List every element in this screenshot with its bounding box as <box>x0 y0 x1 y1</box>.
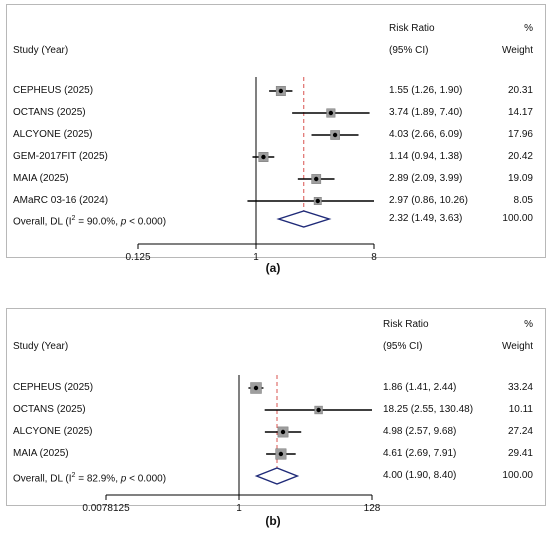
point-estimate <box>315 198 320 204</box>
header-study-year: Study (Year) <box>13 45 69 56</box>
study-weight: 33.24 <box>507 382 533 393</box>
caption-b: (b) <box>265 514 281 528</box>
study-weight: 10.11 <box>508 404 533 415</box>
study-label: CEPHEUS (2025) <box>13 85 94 96</box>
header-risk-ratio: Risk Ratio <box>389 23 435 34</box>
study-label: OCTANS (2025) <box>13 404 86 415</box>
overall-weight: 100.00 <box>502 213 533 224</box>
forest-plot-a: Risk Ratio (95% CI) % Weight Study (Year… <box>6 4 546 263</box>
study-label: OCTANS (2025) <box>13 107 86 118</box>
overall-ci-text: 2.32 (1.49, 3.63) <box>389 213 463 224</box>
x-tick-label: 128 <box>363 503 381 514</box>
x-tick-label: 1 <box>236 503 242 514</box>
study-ci-text: 4.98 (2.57, 9.68) <box>383 426 457 437</box>
study-weight: 29.41 <box>507 448 533 459</box>
forest-plot-b: Risk Ratio (95% CI) % Weight Study (Year… <box>6 308 546 514</box>
study-ci-text: 4.03 (2.66, 6.09) <box>389 129 463 140</box>
x-tick-label: 0.125 <box>125 252 151 263</box>
overall-label-part: 2 <box>71 472 76 479</box>
overall-diamond <box>254 467 300 485</box>
point-estimate <box>278 451 284 457</box>
study-ci-text: 18.25 (2.55, 130.48) <box>383 404 474 415</box>
study-label: AMaRC 03-16 (2024) <box>13 195 109 206</box>
forest-plot-a-graphics <box>137 77 375 249</box>
study-ci-text: 2.97 (0.86, 10.26) <box>389 195 468 206</box>
study-label: ALCYONE (2025) <box>13 129 93 140</box>
study-weight: 20.42 <box>507 151 533 162</box>
study-ci-text: 4.61 (2.69, 7.91) <box>383 448 457 459</box>
x-tick-label: 1 <box>253 252 259 263</box>
point-estimate <box>314 176 319 182</box>
header-percent: % <box>524 23 533 34</box>
point-estimate <box>316 407 321 413</box>
header-study-year: Study (Year) <box>13 341 69 352</box>
point-estimate <box>328 110 334 116</box>
study-label: ALCYONE (2025) <box>13 426 93 437</box>
overall-label: Overall, DL (I2 = 90.0%, p < 0.000) <box>13 213 166 228</box>
header-weight: Weight <box>502 45 533 56</box>
study-label: MAIA (2025) <box>13 448 69 459</box>
header-weight: Weight <box>502 341 533 352</box>
overall-label: Overall, DL (I2 = 82.9%, p < 0.000) <box>13 470 166 485</box>
overall-label-part: = 82.9%, <box>75 473 121 485</box>
overall-label-part: p <box>120 216 127 228</box>
study-ci-text: 3.74 (1.89, 7.40) <box>389 107 463 118</box>
study-weight: 27.24 <box>507 426 533 437</box>
study-weight: 17.96 <box>507 129 533 140</box>
x-tick-label: 0.0078125 <box>82 503 130 514</box>
overall-label-part: Overall, DL (I <box>13 473 72 485</box>
study-label: MAIA (2025) <box>13 173 69 184</box>
study-ci-text: 1.14 (0.94, 1.38) <box>389 151 463 162</box>
overall-label-part: = 90.0%, <box>75 216 121 228</box>
overall-label-part: Overall, DL (I <box>13 216 72 228</box>
study-ci-text: 1.55 (1.26, 1.90) <box>389 85 463 96</box>
header-percent: % <box>524 319 533 330</box>
study-ci-text: 1.86 (1.41, 2.44) <box>383 382 457 393</box>
header-ci: (95% CI) <box>383 341 423 352</box>
overall-diamond <box>276 210 332 228</box>
caption-a: (a) <box>265 261 281 275</box>
point-estimate <box>261 154 266 160</box>
header-ci: (95% CI) <box>389 45 429 56</box>
point-estimate <box>280 429 286 435</box>
header-risk-ratio: Risk Ratio <box>383 319 429 330</box>
study-ci-text: 2.89 (2.09, 3.99) <box>389 173 463 184</box>
study-weight: 20.31 <box>507 85 533 96</box>
point-estimate <box>332 132 338 138</box>
study-weight: 8.05 <box>513 195 533 206</box>
point-estimate <box>253 385 259 391</box>
overall-label-part: < 0.000) <box>126 216 167 228</box>
study-label: GEM-2017FIT (2025) <box>13 151 108 162</box>
overall-label-part: 2 <box>71 215 76 222</box>
study-weight: 19.09 <box>507 173 533 184</box>
forest-plot-b-graphics <box>105 375 373 500</box>
study-weight: 14.17 <box>507 107 533 118</box>
overall-label-part: p <box>120 473 127 485</box>
study-label: CEPHEUS (2025) <box>13 382 94 393</box>
x-tick-label: 8 <box>371 252 377 263</box>
overall-weight: 100.00 <box>502 470 533 481</box>
overall-label-part: < 0.000) <box>126 473 167 485</box>
overall-ci-text: 4.00 (1.90, 8.40) <box>383 470 457 481</box>
point-estimate <box>278 88 284 94</box>
